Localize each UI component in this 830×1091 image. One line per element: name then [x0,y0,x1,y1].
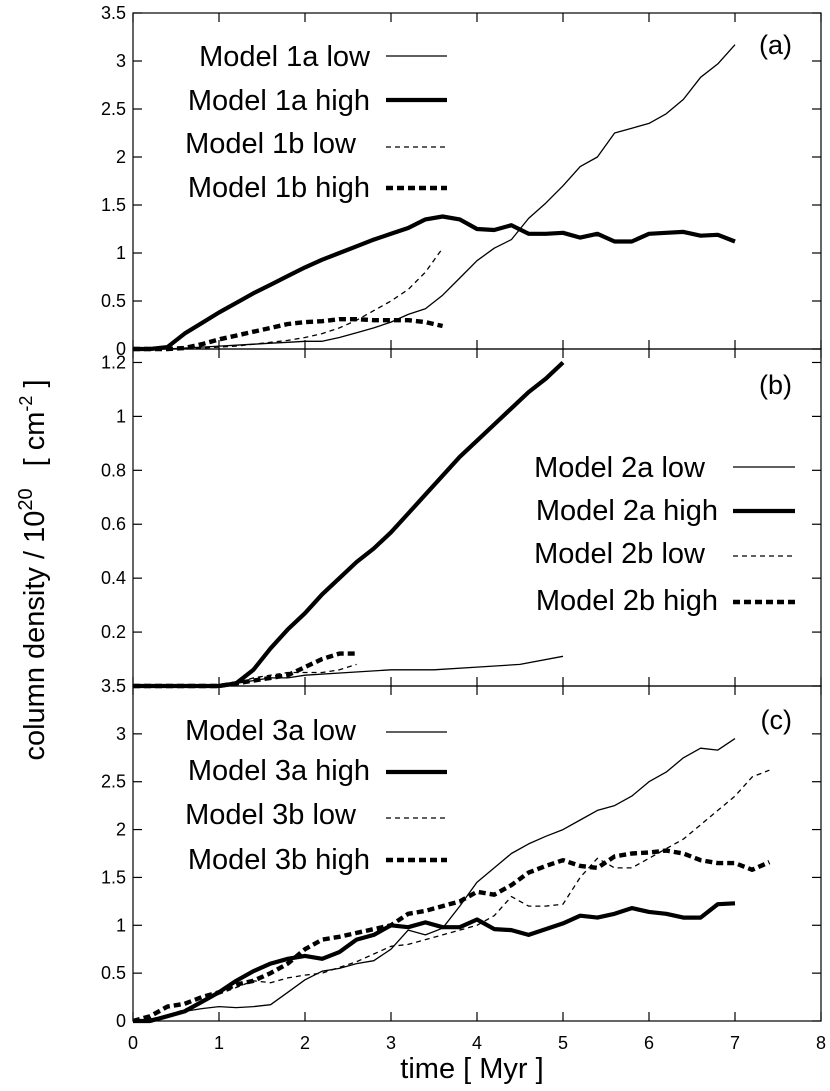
legend-label-model-1a-high: Model 1a high [188,85,370,117]
y-axis-label-unit: [ cm [19,412,51,467]
y-tick-label: 0.5 [101,963,126,983]
legend-label-model-1a-low: Model 1a low [199,41,371,73]
x-tick-label: 8 [816,1033,826,1053]
y-axis-label-main: column density / 10 [19,511,51,761]
x-tick-label: 7 [730,1033,740,1053]
y-tick-label: 1 [116,915,126,935]
x-tick-label: 4 [472,1033,482,1053]
legend-label-model-2b-high: Model 2b high [536,585,718,617]
legend-label-model-1b-low: Model 1b low [185,128,357,160]
y-tick-label: 0 [116,1011,126,1031]
y-tick-label: 2 [116,820,126,840]
legend-label-model-3a-low: Model 3a low [185,715,357,747]
x-tick-label: 3 [386,1033,396,1053]
y-tick-label: 0.8 [101,460,126,480]
y-tick-label: 1.5 [101,195,126,215]
series-line-model-2a-high [133,360,565,689]
x-tick-label: 1 [214,1033,224,1053]
panel-a-tag: (a) [759,30,792,60]
panel-b: (b) Model 2a low Model 2a high Model 2b … [101,348,822,696]
panel-a-legend: Model 1a low Model 1a high Model 1b low … [185,41,371,204]
panel-c-tag: (c) [761,705,792,735]
series-line-model-3a-low [132,738,736,1022]
legend-label-model-2b-low: Model 2b low [534,538,706,570]
legend-label-model-3b-high: Model 3b high [188,844,370,876]
panel-c: (c) Model 3a low Model 3a high Model 3b … [101,685,822,1031]
y-tick-label: 1.5 [101,867,126,887]
y-axis-label-exponent: 20 [15,488,37,510]
panel-b-tag: (b) [759,370,792,400]
series-line-model-1a-high [133,214,736,352]
legend-label-model-2a-high: Model 2a high [536,495,718,527]
legend-label-model-3b-low: Model 3b low [185,799,357,831]
y-tick-label: 0 [116,339,126,359]
y-tick-label: 2.5 [101,99,126,119]
y-tick-label: 1 [116,406,126,426]
y-tick-label: 2.5 [101,772,126,792]
panel-b-legend: Model 2a low Model 2a high Model 2b low … [534,452,718,617]
y-tick-label: 3.5 [101,676,126,696]
panel-c-legend: Model 3a low Model 3a high Model 3b low … [185,715,370,876]
y-tick-label: 3 [116,724,126,744]
y-tick-label: 3.5 [101,3,126,23]
legend-label-model-1b-high: Model 1b high [188,172,370,204]
x-axis-label: time [ Myr ] [400,1053,543,1085]
legend-label-model-3a-high: Model 3a high [188,755,370,787]
legend-label-model-2a-low: Model 2a low [534,452,706,484]
series-line-model-3a-high [133,901,736,1024]
y-axis-label-unit-close: ] [19,379,51,395]
y-tick-label: 0.4 [101,568,126,588]
y-tick-label: 3 [116,51,126,71]
y-tick-label: 0.2 [101,622,126,642]
series-line-model-1a-low [133,44,736,350]
y-axis-label-unit-exponent: -2 [16,396,36,412]
series-line-model-2a-low [133,655,564,687]
y-tick-label: 0.5 [101,291,126,311]
x-tick-label: 0 [128,1033,138,1053]
y-axis-label: column density / 1020 [ cm-2 ] [15,379,51,760]
series-line-model-1b-low [133,247,444,350]
x-tick-label: 2 [300,1033,310,1053]
y-tick-label: 1.2 [101,352,126,372]
x-tick-label: 5 [558,1033,568,1053]
x-tick-label: 6 [644,1033,654,1053]
y-tick-label: 0.6 [101,514,126,534]
series-line-model-3b-high [132,848,771,1024]
series-line-model-3b-low [132,769,770,1022]
y-tick-label: 2 [116,147,126,167]
panel-a: (a) Model 1a low Model 1a high Model 1b … [101,3,822,359]
y-tick-label: 1 [116,243,126,263]
series-line-model-1b-high [133,317,444,352]
series-line-model-2b-high [133,651,357,689]
